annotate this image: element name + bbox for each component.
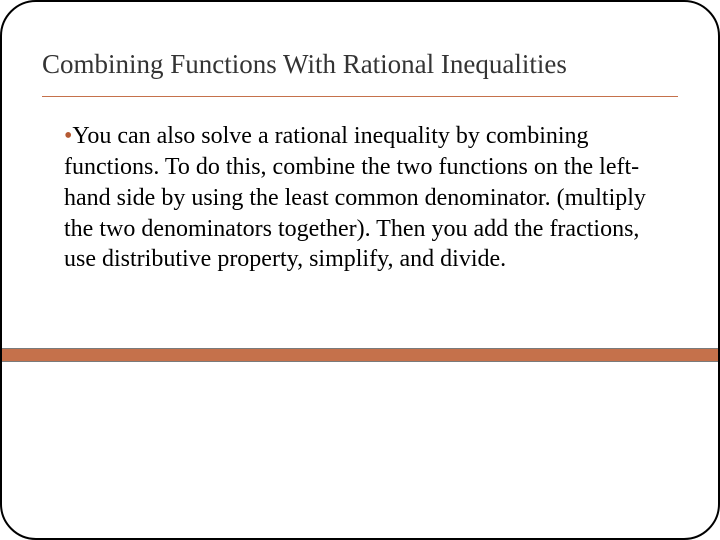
title-area: Combining Functions With Rational Inequa… [2, 2, 718, 88]
bullet-item: •You can also solve a rational inequalit… [64, 121, 656, 275]
slide-title: Combining Functions With Rational Inequa… [42, 48, 678, 80]
slide-frame: Combining Functions With Rational Inequa… [0, 0, 720, 540]
body-area: •You can also solve a rational inequalit… [2, 97, 718, 275]
accent-band-fill [2, 349, 718, 361]
accent-band [2, 348, 718, 362]
bullet-body-text: You can also solve a rational inequality… [64, 123, 646, 272]
accent-band-bottom-line [2, 361, 718, 362]
bullet-text: •You can also solve a rational inequalit… [64, 121, 656, 275]
